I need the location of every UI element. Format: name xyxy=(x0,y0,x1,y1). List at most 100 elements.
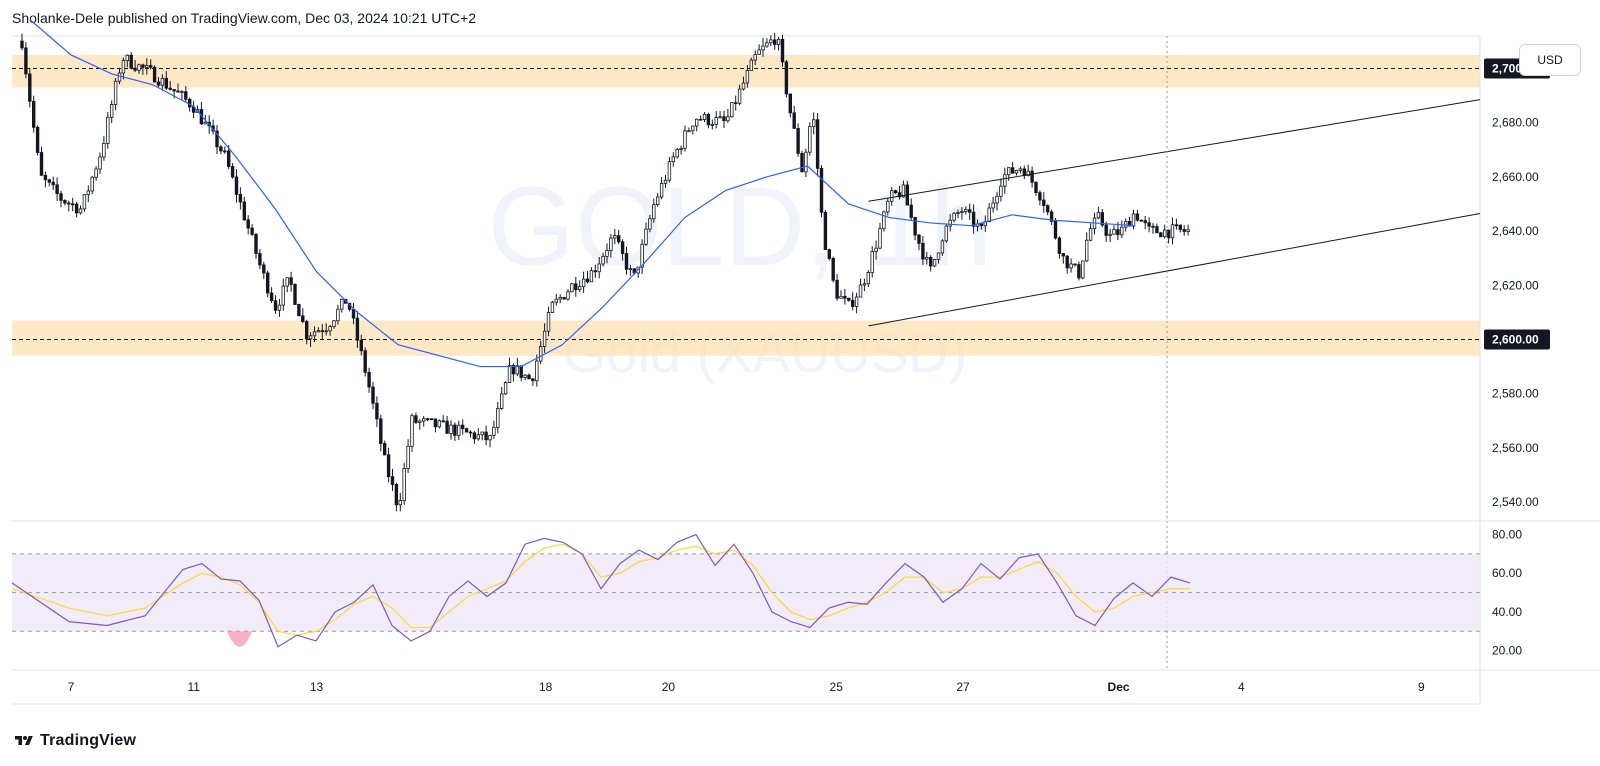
candle-body xyxy=(535,360,539,382)
rsi-pane[interactable]: 20.00 40.00 60.00 80.00 xyxy=(11,528,1522,658)
candle-body xyxy=(28,73,32,102)
candle-body xyxy=(316,330,321,333)
candle-body xyxy=(776,38,781,45)
candle-body xyxy=(285,277,289,287)
candle-body xyxy=(480,431,484,436)
candle-body xyxy=(308,335,313,340)
candle-body xyxy=(714,117,718,125)
candle-body xyxy=(679,147,683,150)
candle-body xyxy=(156,81,161,86)
candle-body xyxy=(180,91,184,94)
candle-body xyxy=(706,113,711,126)
candle-body xyxy=(35,126,40,153)
candle-body xyxy=(160,77,165,86)
candle-body xyxy=(55,184,59,195)
rsi-oversold-fill xyxy=(227,631,252,647)
candle-body xyxy=(944,225,948,242)
candle-body xyxy=(32,100,36,128)
candle-body xyxy=(457,424,461,436)
candle-body xyxy=(663,179,668,184)
candle-body xyxy=(63,200,67,204)
candle-body xyxy=(1143,220,1147,224)
candle-body xyxy=(952,212,956,221)
candle-body xyxy=(359,339,363,352)
candle-body xyxy=(250,227,254,235)
candle-body xyxy=(203,121,207,125)
candle-body xyxy=(71,203,75,206)
candle-body xyxy=(1155,226,1159,234)
candle-body xyxy=(265,272,270,294)
candle-body xyxy=(1049,211,1054,222)
candle-body xyxy=(429,418,434,421)
candle-body xyxy=(999,185,1003,197)
candle-body xyxy=(1081,260,1085,279)
candle-body xyxy=(425,418,430,421)
candle-body xyxy=(1112,229,1116,235)
candle-body xyxy=(125,54,129,62)
price-tick: 2,680.00 xyxy=(1492,116,1539,130)
currency-button[interactable]: USD xyxy=(1519,44,1581,76)
candle-body xyxy=(1057,237,1062,254)
time-tick: 9 xyxy=(1418,680,1425,694)
candle-body xyxy=(1116,229,1120,236)
publisher-line: Sholanke-Dele published on TradingView.c… xyxy=(12,10,476,26)
candle-body xyxy=(47,179,51,183)
candle-body xyxy=(390,476,395,485)
candle-body xyxy=(86,190,90,196)
candle-body xyxy=(757,49,761,55)
candle-body xyxy=(851,299,855,307)
time-tick: 4 xyxy=(1238,680,1245,694)
footer-brand[interactable]: TradingView xyxy=(12,732,136,750)
candle-body xyxy=(589,270,594,283)
candle-body xyxy=(960,211,964,214)
candle-body xyxy=(121,60,126,74)
candle-body xyxy=(659,182,664,198)
candle-body xyxy=(1100,212,1104,226)
candle-body xyxy=(1042,199,1046,206)
candle-body xyxy=(995,195,999,204)
candle-body xyxy=(1131,213,1136,227)
candle-body xyxy=(460,424,465,430)
candle-body xyxy=(925,256,929,260)
time-axis[interactable]: 7 11 13 18 20 25 27 Dec 4 9 xyxy=(68,680,1425,694)
candle-body xyxy=(441,420,445,423)
candle-body xyxy=(968,209,972,213)
candle-body xyxy=(24,47,28,75)
candle-body xyxy=(449,424,453,434)
candle-body xyxy=(371,386,375,404)
candle-body xyxy=(854,296,859,307)
price-tick: 2,620.00 xyxy=(1492,278,1539,292)
candle-body xyxy=(562,297,566,300)
candle-body xyxy=(1046,205,1050,213)
candle-body xyxy=(1030,170,1034,183)
channel-upper-line xyxy=(868,99,1481,202)
candle-body xyxy=(445,420,449,434)
candle-body xyxy=(496,408,500,428)
candle-body xyxy=(219,146,223,152)
price-label-bg xyxy=(1484,329,1550,350)
candle-body xyxy=(379,418,383,444)
candle-body xyxy=(847,297,851,301)
candle-body xyxy=(812,119,816,128)
candle-body xyxy=(1088,228,1093,241)
candle-body xyxy=(527,374,531,380)
candle-body xyxy=(1053,220,1058,239)
candle-body xyxy=(792,112,796,129)
candle-body xyxy=(578,286,582,291)
candle-body xyxy=(710,124,714,126)
candle-body xyxy=(1108,233,1112,236)
candle-body xyxy=(164,77,168,89)
candle-body xyxy=(1178,224,1182,230)
candle-body xyxy=(734,102,738,104)
candle-body xyxy=(648,218,652,230)
price-pane[interactable]: 2,540.00 2,560.00 2,580.00 2,620.00 2,640.00… xyxy=(12,19,1550,670)
candle-body xyxy=(117,72,122,82)
candle-body xyxy=(773,39,777,45)
candle-body xyxy=(531,378,535,382)
candle-body xyxy=(609,237,613,251)
candle-body xyxy=(148,65,153,68)
price-tick: 2,660.00 xyxy=(1492,170,1539,184)
candle-body xyxy=(1073,263,1077,266)
price-tick: 2,640.00 xyxy=(1492,224,1539,238)
